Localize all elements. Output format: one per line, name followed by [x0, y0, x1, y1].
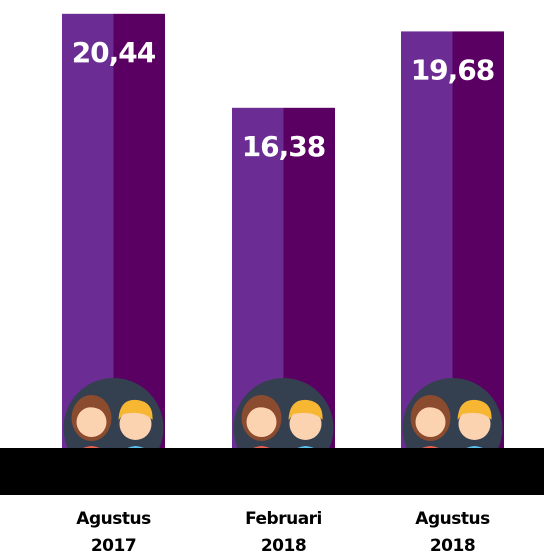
woman-face [77, 407, 107, 437]
value-label: 20,44 [72, 36, 156, 69]
woman-face [416, 407, 446, 437]
woman-face [247, 407, 277, 437]
value-label: 19,68 [411, 53, 495, 86]
chart: 20,44 16,38 19,68 Agustus 2017 Februari 201… [0, 0, 544, 560]
category-label: Agustus 2017 [74, 506, 154, 560]
value-label: 16,38 [242, 130, 326, 163]
category-label: Agustus 2018 [413, 506, 493, 560]
baseline-strip [0, 448, 544, 495]
category-label: Februari 2018 [244, 506, 324, 560]
chart-canvas: 20,44 16,38 19,68 [0, 0, 544, 560]
